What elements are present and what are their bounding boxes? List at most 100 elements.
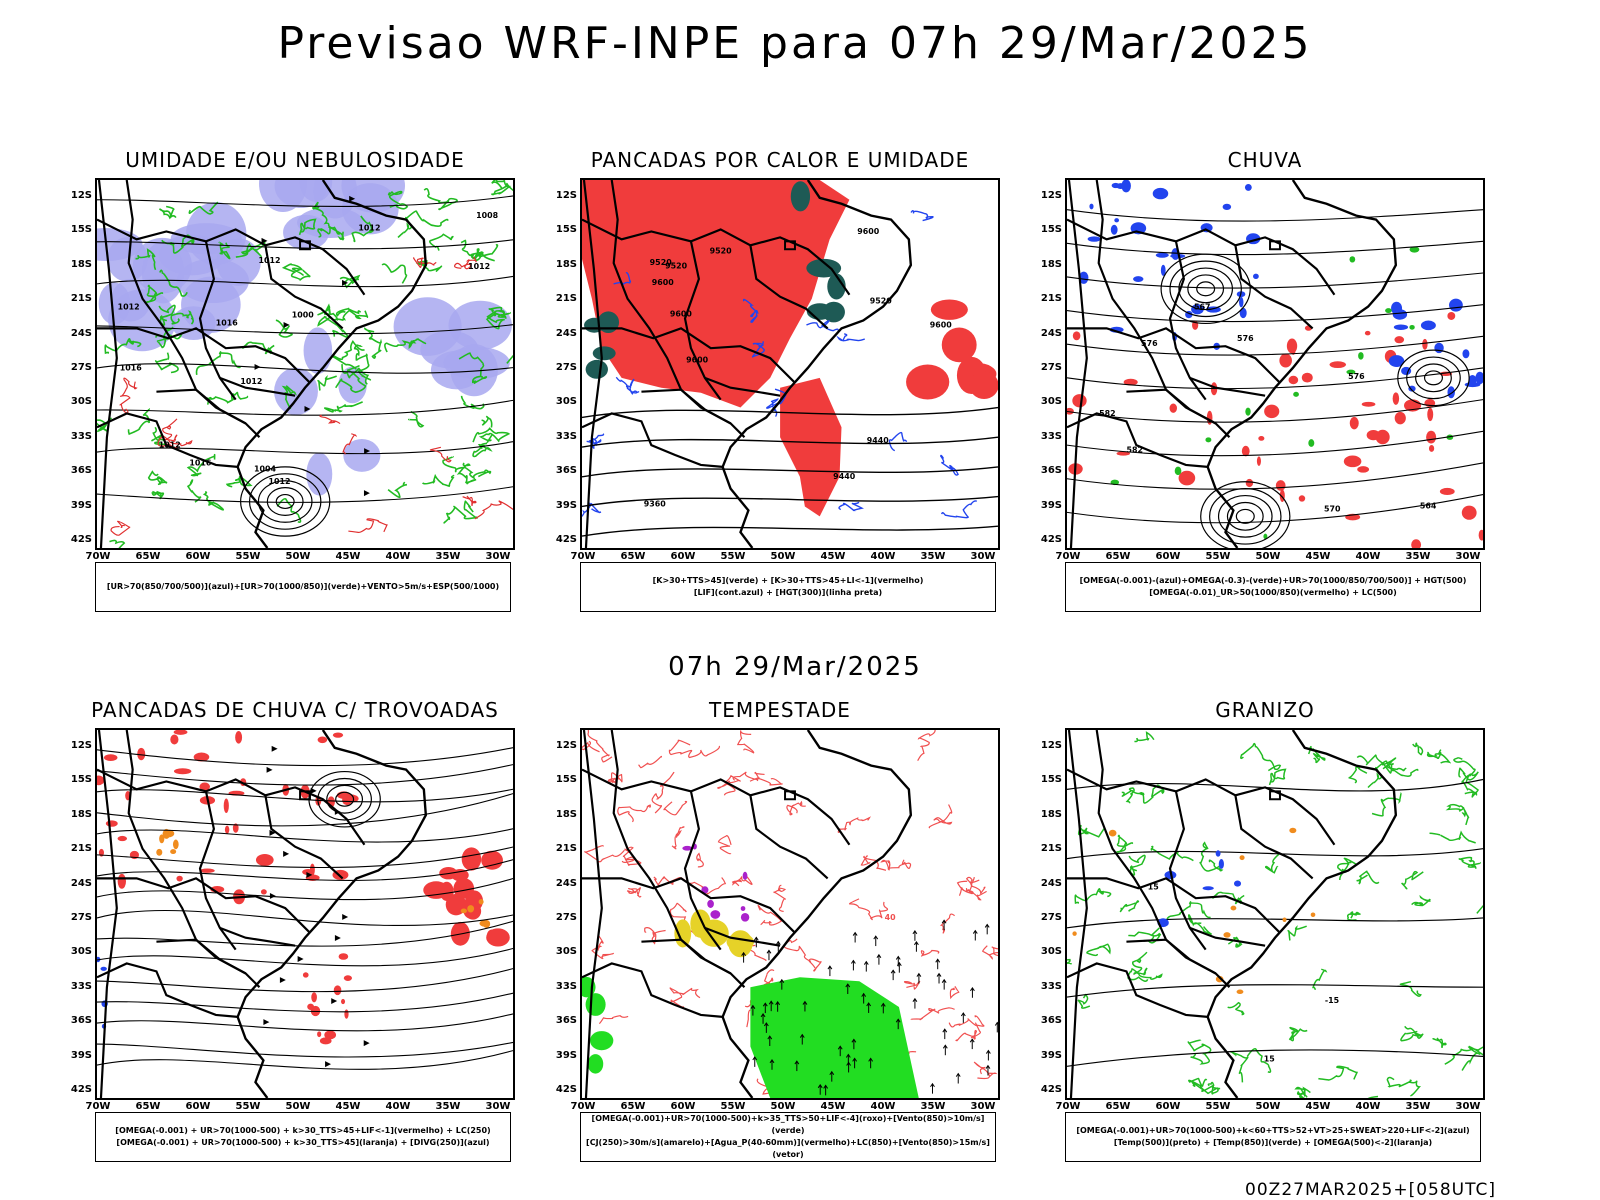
map-umidade[interactable]: 1012 1012 1012 1012 1016 1012 1016 1012 1016 1012…: [95, 178, 515, 550]
legend-line: [K>30+TTS>45](verde) + [K>30+TTS>45+LI<-…: [652, 576, 924, 585]
svg-text:576: 576: [1141, 339, 1158, 348]
lon-tick-label: 70W: [1055, 1101, 1081, 1112]
map-granizo[interactable]: -15 15 15: [1065, 728, 1485, 1100]
lon-tick-label: 60W: [185, 551, 211, 562]
lat-tick-label: 12S: [70, 740, 92, 751]
legend-box: [OMEGA(-0.001)+UR>70(1000-500)+k<60+TTS>…: [1065, 1112, 1481, 1162]
panel-tempestade: TEMPESTADE 40 [OMEGA(-0.001)+UR>70(1000-…: [555, 698, 1025, 1188]
lat-tick-label: 36S: [555, 1015, 577, 1027]
lat-tick-label: 15S: [555, 224, 577, 236]
legend-box: [UR>70(850/700/500)](azul)+[UR>70(1000/8…: [95, 562, 511, 612]
lat-tick-label: 39S: [1040, 1049, 1062, 1061]
lat-tick-label: 33S: [70, 430, 92, 442]
lat-tick-label: 33S: [1040, 430, 1062, 442]
lat-tick-label: 24S: [555, 327, 577, 339]
lat-tick-label: 42S: [555, 534, 577, 545]
svg-text:9520: 9520: [650, 258, 673, 267]
lat-tick-label: 42S: [70, 1084, 92, 1095]
lon-tick-label: 60W: [670, 551, 696, 562]
lat-tick-label: 33S: [1040, 980, 1062, 992]
lat-tick-label: 30S: [70, 946, 92, 958]
lat-tick-label: 39S: [70, 499, 92, 511]
svg-text:1008: 1008: [476, 211, 499, 220]
lat-tick-label: 42S: [1040, 534, 1062, 545]
legend-line: [UR>70(850/700/500)](azul)+[UR>70(1000/8…: [106, 582, 500, 591]
lon-tick-label: 45W: [1305, 551, 1331, 562]
lon-tick-label: 65W: [620, 551, 646, 562]
lat-tick-label: 30S: [70, 396, 92, 408]
svg-text:1016: 1016: [216, 319, 239, 328]
lat-tick-label: 21S: [70, 843, 92, 855]
lat-tick-label: 15S: [1040, 774, 1062, 786]
lon-tick-label: 35W: [1405, 551, 1431, 562]
lat-tick-label: 15S: [70, 224, 92, 236]
lat-tick-label: 21S: [70, 293, 92, 305]
svg-text:-15: -15: [1325, 996, 1339, 1005]
lon-tick-label: 30W: [1455, 1101, 1481, 1112]
lon-tick-label: 35W: [920, 551, 946, 562]
lon-tick-label: 40W: [870, 551, 896, 562]
legend-line: [OMEGA(-0.001)+UR>70(1000-500)+k<60+TTS>…: [1076, 1126, 1470, 1135]
lat-tick-label: 30S: [555, 396, 577, 408]
lat-tick-label: 27S: [1040, 362, 1062, 373]
lon-tick-label: 40W: [1355, 1101, 1381, 1112]
lat-tick-label: 27S: [70, 362, 92, 373]
lat-tick-label: 18S: [555, 258, 577, 270]
lat-tick-label: 24S: [1040, 327, 1062, 339]
svg-text:582: 582: [1126, 446, 1143, 455]
legend-line: [OMEGA(-0.001) + UR>70(1000-500) + k>30_…: [115, 1126, 491, 1135]
svg-text:40: 40: [885, 913, 897, 922]
svg-text:9600: 9600: [652, 278, 675, 287]
main-title: Previsao WRF-INPE para 07h 29/Mar/2025: [277, 18, 1313, 69]
lat-tick-label: 18S: [70, 258, 92, 270]
lat-tick-label: 18S: [555, 808, 577, 820]
svg-text:1012: 1012: [269, 477, 291, 486]
svg-text:1012: 1012: [118, 303, 140, 312]
lon-tick-label: 50W: [285, 551, 311, 562]
panel-title: GRANIZO: [1215, 698, 1315, 722]
panel-granizo: GRANIZO -15 15 15 [OMEGA(-0.001)+UR>70(100…: [1040, 698, 1510, 1188]
lat-tick-label: 21S: [1040, 843, 1062, 855]
lon-tick-label: 35W: [435, 1101, 461, 1112]
lat-tick-label: 36S: [70, 465, 92, 477]
lon-tick-label: 30W: [485, 1101, 511, 1112]
map-chuva[interactable]: 582 582 576 570 576 576 564 567: [1065, 178, 1485, 550]
lat-tick-label: 12S: [555, 190, 577, 201]
lat-tick-label: 42S: [555, 1084, 577, 1095]
lon-tick-label: 65W: [1105, 1101, 1131, 1112]
panel-title: CHUVA: [1227, 148, 1303, 172]
lon-tick-label: 45W: [335, 1101, 361, 1112]
lat-tick-label: 12S: [70, 190, 92, 201]
panel-pancadas-trovoadas: PANCADAS DE CHUVA C/ TROVOADAS [OMEGA(-0…: [70, 698, 540, 1188]
svg-text:1004: 1004: [254, 465, 277, 474]
svg-text:1016: 1016: [189, 459, 212, 468]
lon-tick-label: 55W: [1205, 551, 1231, 562]
lat-tick-label: 21S: [555, 293, 577, 305]
svg-text:1012: 1012: [258, 256, 280, 265]
map-pancadas-calor[interactable]: 9600 9600 9600 9520 9600 9600 9520 9520 9440 9520…: [580, 178, 1000, 550]
lat-tick-label: 33S: [555, 430, 577, 442]
panel-title: PANCADAS DE CHUVA C/ TROVOADAS: [91, 698, 499, 722]
svg-text:9600: 9600: [670, 310, 693, 319]
lon-tick-label: 30W: [485, 551, 511, 562]
lon-tick-label: 45W: [820, 1101, 846, 1112]
svg-text:576: 576: [1348, 372, 1365, 381]
lon-tick-label: 40W: [870, 1101, 896, 1112]
panel-title: UMIDADE E/OU NEBULOSIDADE: [125, 148, 465, 172]
lon-tick-label: 50W: [285, 1101, 311, 1112]
mid-date: 07h 29/Mar/2025: [668, 652, 922, 682]
map-tempestade[interactable]: 40: [580, 728, 1000, 1100]
lat-tick-label: 24S: [70, 877, 92, 889]
svg-text:1012: 1012: [159, 441, 181, 450]
svg-text:1012: 1012: [240, 377, 262, 386]
lon-tick-label: 30W: [1455, 551, 1481, 562]
lat-tick-label: 21S: [555, 843, 577, 855]
lat-tick-label: 24S: [70, 327, 92, 339]
lat-tick-label: 36S: [555, 465, 577, 477]
svg-text:15: 15: [1148, 882, 1159, 891]
svg-text:1012: 1012: [358, 224, 380, 233]
lon-tick-label: 45W: [1305, 1101, 1331, 1112]
legend-box: [K>30+TTS>45](verde) + [K>30+TTS>45+LI<-…: [580, 562, 996, 612]
map-pancadas-trovoadas[interactable]: [95, 728, 515, 1100]
lat-tick-label: 18S: [70, 808, 92, 820]
